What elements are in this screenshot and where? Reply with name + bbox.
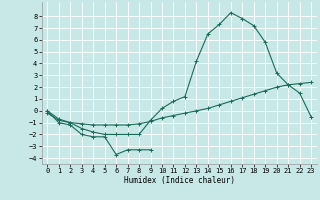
X-axis label: Humidex (Indice chaleur): Humidex (Indice chaleur) — [124, 176, 235, 185]
